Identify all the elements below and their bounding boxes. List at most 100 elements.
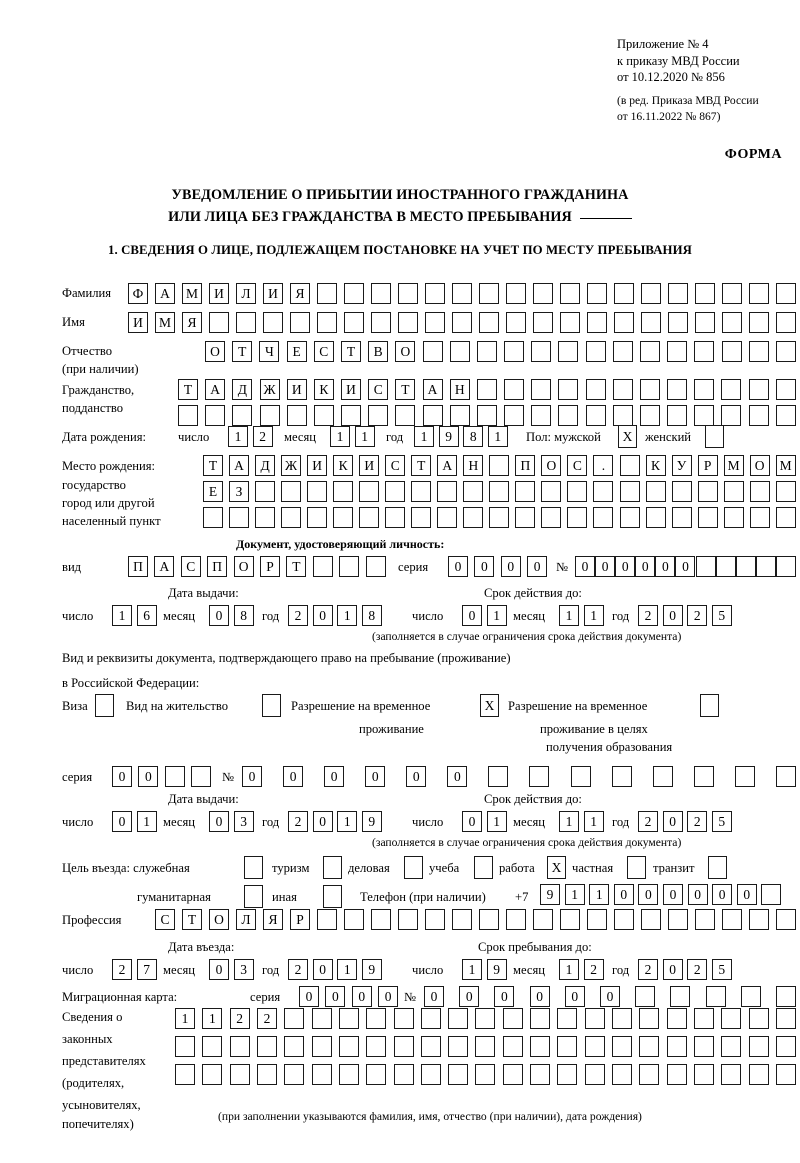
char-cell[interactable]: 1 xyxy=(228,426,248,447)
char-cell[interactable]: Н xyxy=(463,455,484,476)
char-cell[interactable]: . xyxy=(593,455,614,476)
char-cell[interactable] xyxy=(479,312,499,333)
char-cell[interactable] xyxy=(422,341,443,362)
char-cell[interactable]: Т xyxy=(232,341,253,362)
char-cell[interactable]: 0 xyxy=(447,766,468,787)
char-cell[interactable]: Е xyxy=(286,341,307,362)
char-cell[interactable] xyxy=(420,1008,441,1029)
char-cell[interactable]: С xyxy=(385,455,406,476)
char-cell[interactable] xyxy=(425,283,445,304)
char-cell[interactable] xyxy=(776,312,796,333)
char-cell[interactable]: 1 xyxy=(175,1008,195,1029)
char-cell[interactable] xyxy=(530,1064,551,1085)
char-cell[interactable] xyxy=(619,507,640,528)
char-cell[interactable] xyxy=(749,312,769,333)
char-cell[interactable] xyxy=(721,379,742,400)
char-cell[interactable]: Д xyxy=(232,379,253,400)
char-cell[interactable] xyxy=(694,405,715,426)
legal-rep-cells-row2[interactable] xyxy=(175,1036,796,1057)
char-cell[interactable]: А xyxy=(437,455,458,476)
char-cell[interactable] xyxy=(593,507,614,528)
char-cell[interactable]: Т xyxy=(178,379,198,400)
char-cell[interactable]: Т xyxy=(286,556,307,577)
char-cell[interactable]: С xyxy=(155,909,175,930)
char-cell[interactable] xyxy=(740,986,761,1007)
char-cell[interactable]: А xyxy=(155,283,175,304)
char-cell[interactable]: О xyxy=(205,341,225,362)
char-cell[interactable]: 1 xyxy=(414,426,434,447)
char-cell[interactable] xyxy=(504,379,525,400)
char-cell[interactable]: О xyxy=(233,556,254,577)
char-cell[interactable]: И xyxy=(341,379,362,400)
char-cell[interactable]: П xyxy=(515,455,536,476)
char-cell[interactable]: 0 xyxy=(365,766,386,787)
char-cell[interactable]: 0 xyxy=(529,986,550,1007)
char-cell[interactable]: 8 xyxy=(233,605,254,626)
char-cell[interactable] xyxy=(722,312,742,333)
char-cell[interactable]: 0 xyxy=(138,766,159,787)
char-cell[interactable] xyxy=(775,986,796,1007)
char-cell[interactable] xyxy=(723,481,744,502)
char-cell[interactable] xyxy=(693,1008,714,1029)
char-cell[interactable]: 3 xyxy=(233,811,254,832)
char-cell[interactable]: 1 xyxy=(583,811,604,832)
char-cell[interactable]: Т xyxy=(411,455,432,476)
char-cell[interactable] xyxy=(476,341,497,362)
char-cell[interactable] xyxy=(476,405,497,426)
char-cell[interactable] xyxy=(667,341,688,362)
char-cell[interactable]: 0 xyxy=(662,811,683,832)
char-cell[interactable]: 0 xyxy=(312,605,333,626)
char-cell[interactable]: 8 xyxy=(463,426,484,447)
char-cell[interactable]: 9 xyxy=(361,959,382,980)
purpose-official-checkbox[interactable] xyxy=(244,856,263,879)
char-cell[interactable] xyxy=(475,1064,496,1085)
char-cell[interactable] xyxy=(504,405,525,426)
char-cell[interactable]: 0 xyxy=(299,986,319,1007)
char-cell[interactable] xyxy=(721,1064,742,1085)
char-cell[interactable]: 0 xyxy=(638,884,659,905)
char-cell[interactable] xyxy=(479,283,499,304)
char-cell[interactable] xyxy=(452,312,472,333)
char-cell[interactable] xyxy=(317,283,337,304)
char-cell[interactable] xyxy=(722,283,742,304)
char-cell[interactable]: О xyxy=(541,455,562,476)
char-cell[interactable] xyxy=(515,481,536,502)
char-cell[interactable] xyxy=(281,507,302,528)
char-cell[interactable]: 0 xyxy=(209,959,229,980)
char-cell[interactable] xyxy=(645,481,666,502)
char-cell[interactable] xyxy=(452,909,472,930)
char-cell[interactable] xyxy=(333,507,354,528)
char-cell[interactable] xyxy=(668,312,688,333)
char-cell[interactable] xyxy=(504,341,525,362)
char-cell[interactable] xyxy=(256,1036,277,1057)
char-cell[interactable] xyxy=(437,507,458,528)
char-cell[interactable] xyxy=(489,455,510,476)
char-cell[interactable] xyxy=(488,766,509,787)
char-cell[interactable] xyxy=(371,283,391,304)
char-cell[interactable] xyxy=(425,909,445,930)
char-cell[interactable] xyxy=(164,766,185,787)
char-cell[interactable]: К xyxy=(645,455,666,476)
char-cell[interactable] xyxy=(209,312,229,333)
char-cell[interactable] xyxy=(761,884,782,905)
char-cell[interactable] xyxy=(284,1008,305,1029)
char-cell[interactable] xyxy=(411,481,432,502)
char-cell[interactable] xyxy=(695,556,716,577)
purpose-transit-checkbox[interactable] xyxy=(708,856,727,879)
char-cell[interactable]: Д xyxy=(255,455,276,476)
char-cell[interactable] xyxy=(344,909,364,930)
char-cell[interactable] xyxy=(502,1008,523,1029)
char-cell[interactable] xyxy=(570,766,591,787)
char-cell[interactable]: 1 xyxy=(564,884,585,905)
char-cell[interactable] xyxy=(205,405,226,426)
char-cell[interactable]: 2 xyxy=(288,811,308,832)
char-cell[interactable] xyxy=(585,405,606,426)
char-cell[interactable] xyxy=(749,283,769,304)
